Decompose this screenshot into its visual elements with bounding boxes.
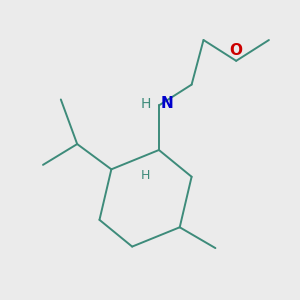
Text: H: H — [141, 169, 151, 182]
Text: H: H — [141, 97, 152, 111]
Text: O: O — [230, 43, 243, 58]
Text: N: N — [160, 96, 173, 111]
